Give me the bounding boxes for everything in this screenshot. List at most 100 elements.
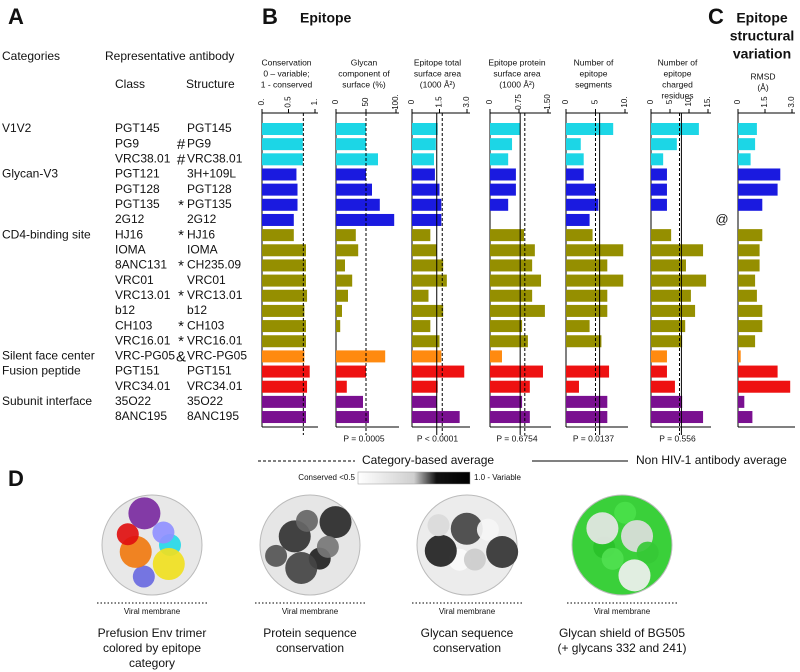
category-label: Silent face center (2, 349, 95, 363)
bar (566, 198, 599, 211)
bar (412, 168, 435, 181)
panel-title: structural (730, 28, 795, 44)
bar (566, 365, 610, 378)
bar (651, 335, 683, 348)
bar (262, 320, 306, 333)
tick-label: 1.5 (760, 96, 769, 108)
molecule-region (463, 548, 486, 571)
structure-marker: * (178, 227, 184, 244)
column-title: Conservation (261, 57, 311, 67)
tick-label: 0 (407, 99, 416, 104)
panel-label: A (8, 4, 24, 29)
bar (412, 259, 444, 272)
bar (738, 304, 763, 317)
bar (566, 380, 579, 393)
bar (262, 213, 294, 226)
category-label: Fusion peptide (2, 364, 81, 378)
bar (490, 289, 533, 302)
tick-label: 0 (485, 99, 494, 104)
class-antibody: b12 (115, 303, 135, 317)
bar (336, 304, 342, 317)
bar (490, 274, 542, 287)
bar (651, 259, 686, 272)
bar (490, 229, 525, 242)
bar (412, 229, 431, 242)
bar (412, 274, 447, 287)
tick-label: 5 (665, 99, 674, 104)
bar (566, 411, 608, 424)
bar (566, 304, 608, 317)
bar (651, 274, 707, 287)
bar (490, 411, 530, 424)
class-antibody: VRC38.01 (115, 151, 171, 165)
class-antibody: PGT128 (115, 182, 160, 196)
bar (336, 411, 369, 424)
molecule-region (450, 512, 483, 545)
structure-antibody: IOMA (187, 242, 218, 256)
bar (738, 380, 791, 393)
bar (262, 395, 306, 408)
class-antibody: PG9 (115, 136, 139, 150)
image-caption: Prefusion Env trimer (98, 626, 207, 640)
bar (738, 183, 778, 196)
bar (336, 244, 359, 257)
tick-label: 0. (257, 99, 266, 106)
bar (490, 320, 523, 333)
bar (738, 365, 778, 378)
bar (262, 229, 294, 242)
molecule-region (265, 544, 288, 567)
bar (738, 335, 756, 348)
bar (412, 320, 431, 333)
bar (336, 183, 372, 196)
structure-antibody: 3H+109L (187, 167, 236, 181)
molecule-region (424, 534, 457, 567)
bar (490, 168, 516, 181)
column-title: surface area (414, 68, 462, 78)
structure-antibody: 35O22 (187, 394, 223, 408)
bar (490, 183, 516, 196)
class-antibody: VRC01 (115, 273, 154, 287)
structure-antibody: PGT135 (187, 197, 232, 211)
bar (651, 304, 696, 317)
molecule-region (614, 501, 637, 524)
bar (262, 335, 306, 348)
bar (566, 274, 624, 287)
column-title: surface area (493, 68, 541, 78)
structure-antibody: CH103 (187, 318, 225, 332)
structure-antibody: CH235.09 (187, 258, 241, 272)
bar (490, 350, 502, 363)
bar (490, 335, 528, 348)
scale-label: Conserved <0.5 (298, 473, 355, 482)
bar (262, 138, 303, 151)
class-antibody: 8ANC131 (115, 258, 167, 272)
bar (412, 244, 437, 257)
class-antibody: 8ANC195 (115, 409, 167, 423)
bar (651, 289, 691, 302)
bar (566, 138, 581, 151)
structure-marker: * (178, 333, 184, 350)
bar (262, 123, 303, 135)
molecule-region (636, 541, 659, 564)
bar (651, 168, 667, 181)
bar (651, 244, 704, 257)
bar (412, 335, 440, 348)
molecule-region (128, 497, 161, 530)
tick-label: 1. (310, 99, 319, 106)
bar (490, 365, 543, 378)
bar (336, 138, 366, 151)
column-header: Representative antibody (105, 49, 234, 63)
bar (336, 153, 378, 166)
column-header: Class (115, 77, 145, 91)
molecule-region (152, 548, 185, 581)
image-caption: Glycan sequence (421, 626, 514, 640)
class-antibody: HJ16 (115, 227, 143, 241)
bar (336, 365, 366, 378)
bar (336, 123, 366, 135)
class-antibody: CH103 (115, 318, 153, 332)
bar (651, 153, 664, 166)
bar (738, 395, 745, 408)
panel-title: Epitope (300, 10, 352, 26)
panel-label: C (708, 4, 724, 29)
molecule-region (295, 509, 318, 532)
